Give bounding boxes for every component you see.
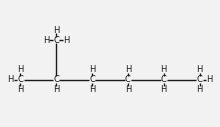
Text: H: H	[89, 85, 95, 94]
Text: H: H	[53, 26, 59, 35]
Text: H: H	[161, 65, 167, 74]
Text: H: H	[89, 65, 95, 74]
Text: H: H	[7, 75, 14, 84]
Text: H: H	[17, 65, 24, 74]
Text: H: H	[196, 65, 203, 74]
Text: H: H	[196, 85, 203, 94]
Text: H: H	[43, 36, 50, 45]
Text: H: H	[206, 75, 213, 84]
Text: C: C	[161, 75, 167, 84]
Text: C: C	[197, 75, 203, 84]
Text: H: H	[63, 36, 70, 45]
Text: C: C	[17, 75, 23, 84]
Text: C: C	[53, 36, 59, 45]
Text: C: C	[125, 75, 131, 84]
Text: C: C	[89, 75, 95, 84]
Text: H: H	[125, 85, 131, 94]
Text: H: H	[161, 85, 167, 94]
Text: C: C	[53, 75, 59, 84]
Text: H: H	[17, 85, 24, 94]
Text: H: H	[125, 65, 131, 74]
Text: H: H	[53, 85, 59, 94]
